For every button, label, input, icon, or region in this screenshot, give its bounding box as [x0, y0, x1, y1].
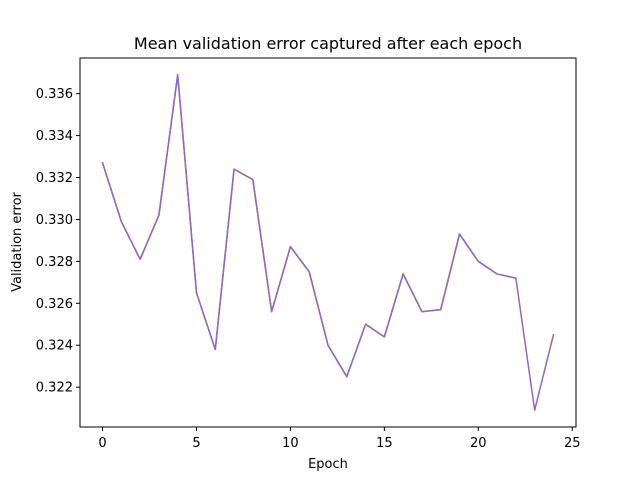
x-tick-label: 20 [470, 436, 487, 451]
y-tick-label: 0.330 [36, 213, 73, 228]
y-tick-label: 0.336 [36, 87, 73, 102]
y-axis-label: Validation error [10, 191, 25, 291]
x-axis-label: Epoch [308, 457, 348, 472]
x-tick-label: 10 [282, 436, 299, 451]
y-tick-label: 0.328 [36, 255, 73, 270]
y-tick-label: 0.326 [36, 297, 73, 312]
x-tick-label: 5 [192, 436, 200, 451]
y-tick-label: 0.322 [36, 381, 73, 396]
chart-title: Mean validation error captured after eac… [134, 34, 522, 53]
y-tick-label: 0.332 [36, 171, 73, 186]
x-tick-label: 25 [564, 436, 581, 451]
y-tick-label: 0.334 [36, 129, 73, 144]
x-tick-label: 0 [98, 436, 106, 451]
y-tick-label: 0.324 [36, 339, 73, 354]
x-tick-label: 15 [376, 436, 393, 451]
